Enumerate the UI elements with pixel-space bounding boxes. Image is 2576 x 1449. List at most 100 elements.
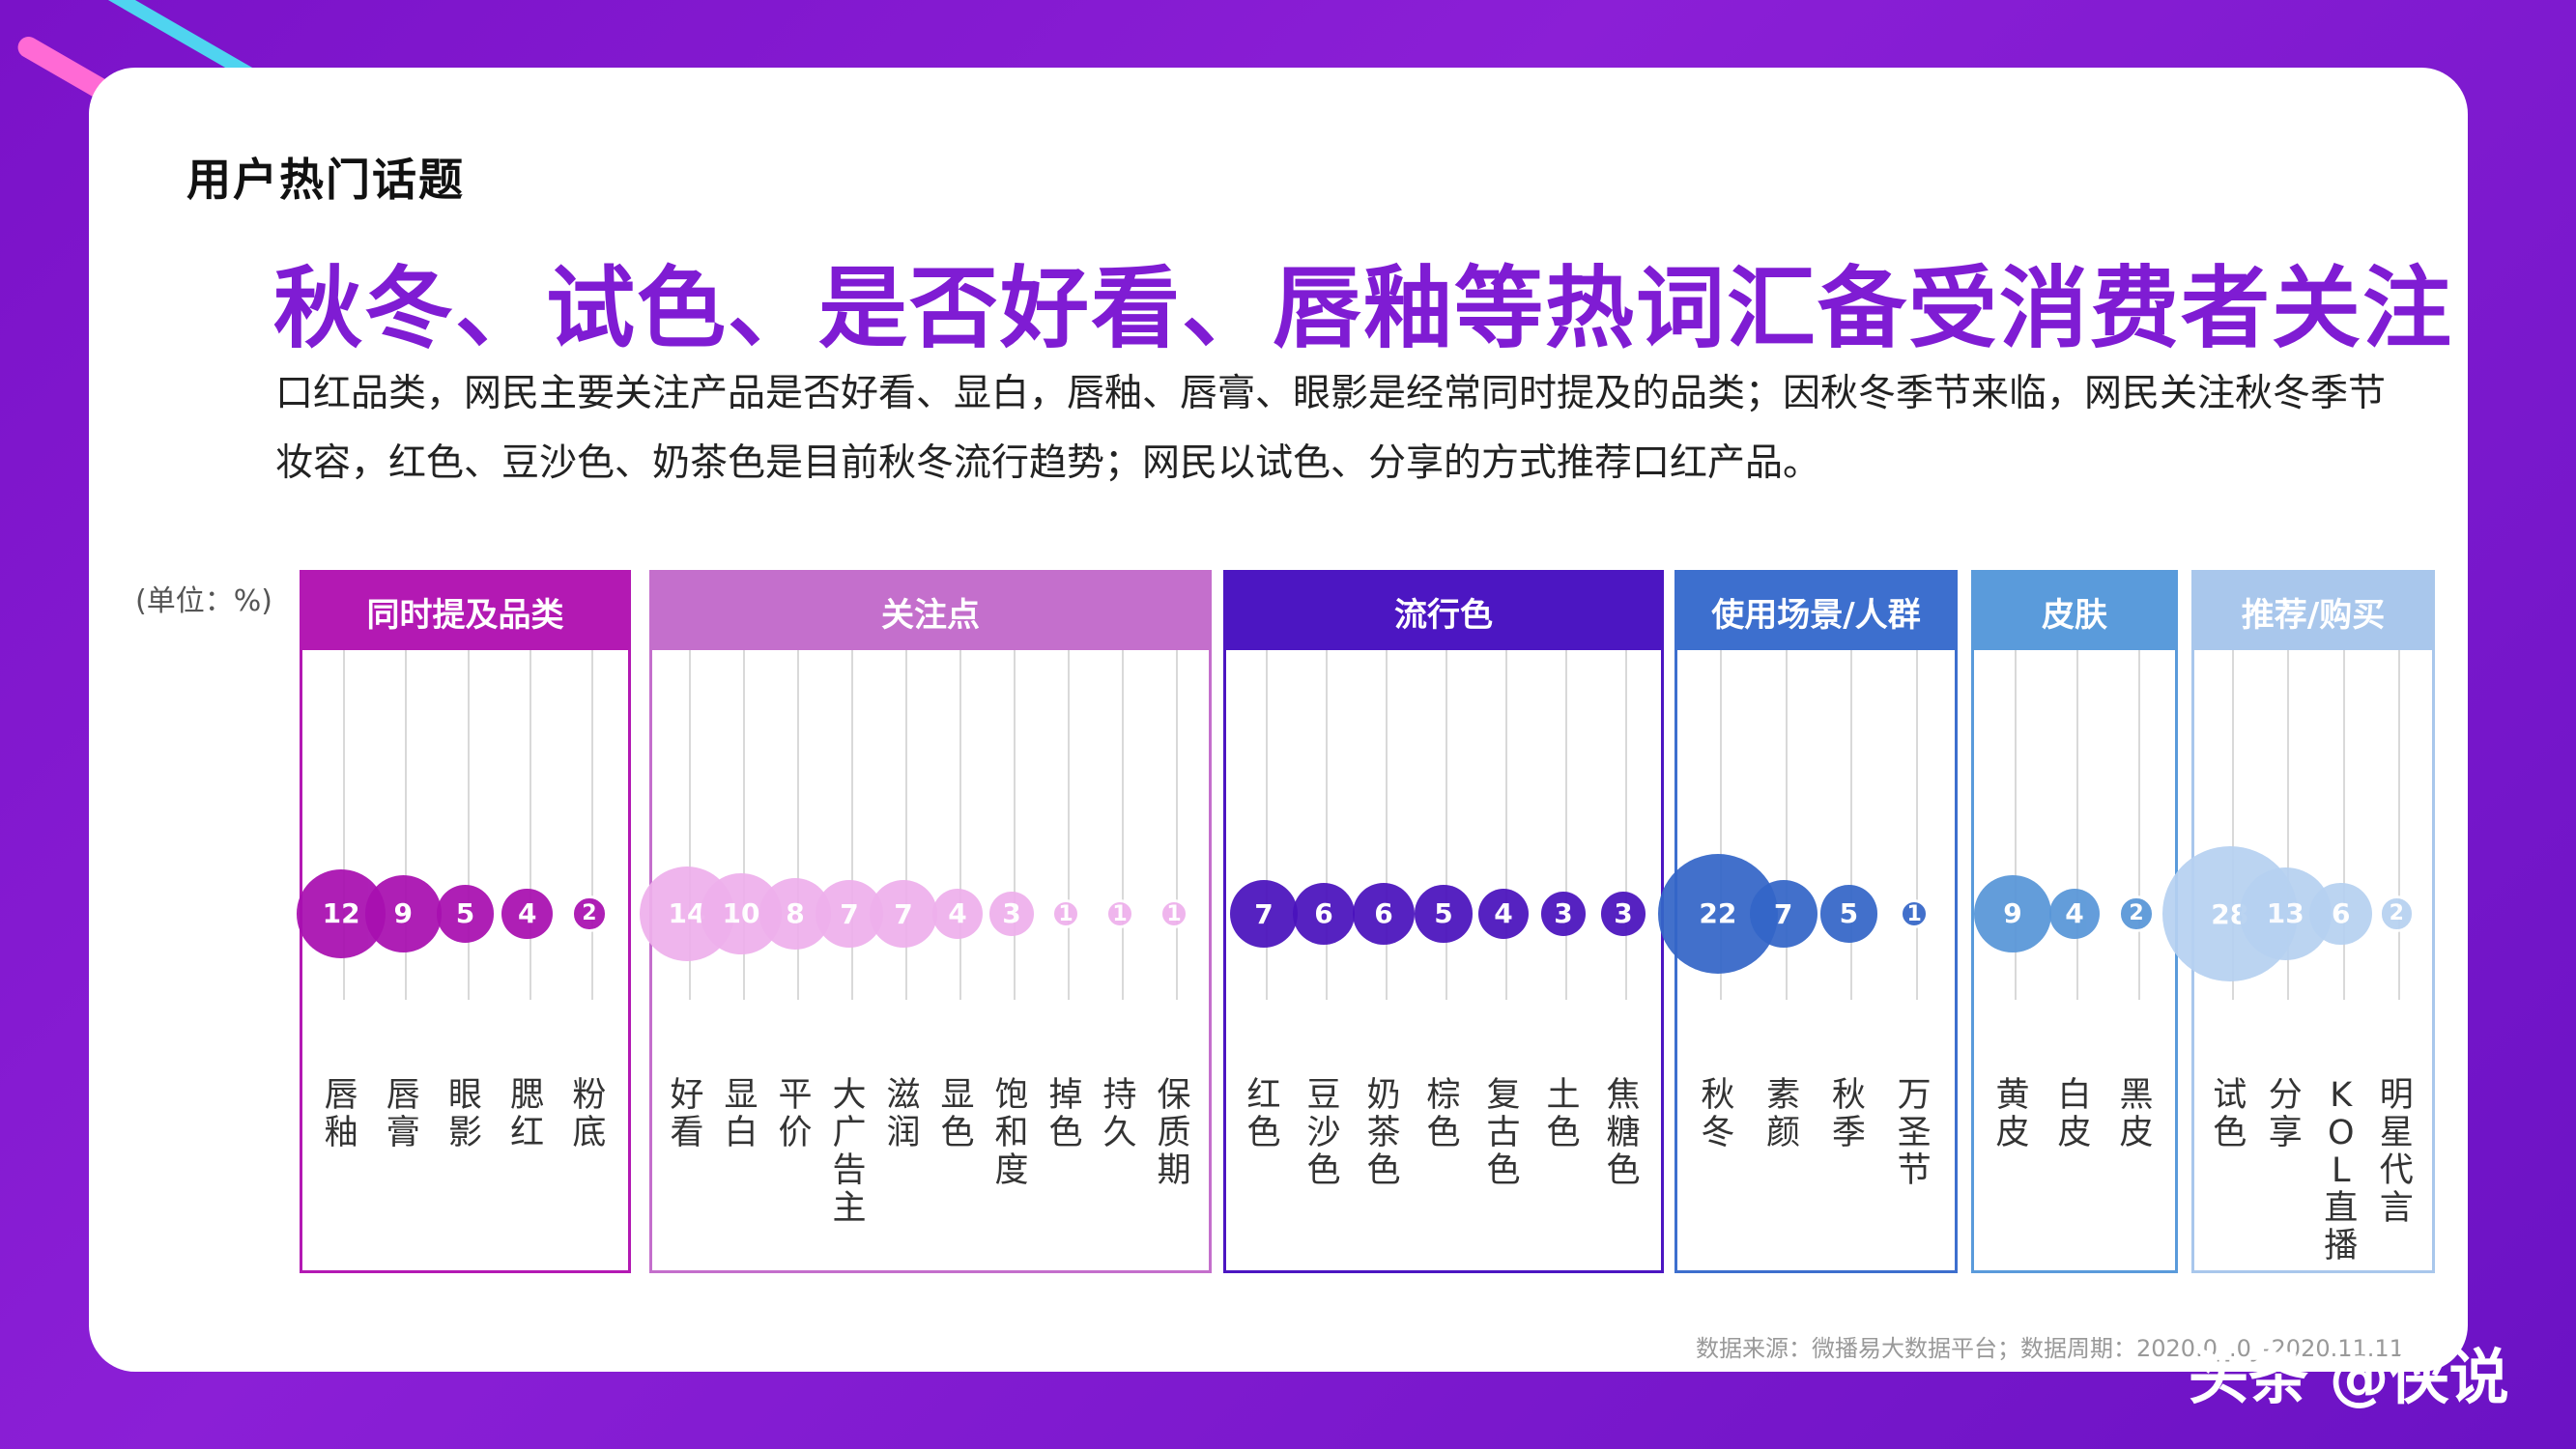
panel-title: 流行色	[1226, 573, 1661, 650]
category-label: 好看	[670, 1076, 704, 1152]
panel-title: 使用场景/人群	[1677, 573, 1955, 650]
bubble: 1	[1900, 899, 1930, 928]
bubble: 3	[989, 892, 1034, 936]
category-label: 秋冬	[1701, 1076, 1735, 1152]
bubble: 5	[1819, 885, 1877, 943]
headline: 秋冬、试色、是否好看、唇釉等热词汇备受消费者关注	[273, 257, 2454, 360]
grid-line	[1176, 650, 1178, 1000]
category-label: 试色	[2213, 1076, 2247, 1152]
grid-line	[1326, 650, 1328, 1000]
panel-1: 关注点	[649, 570, 1212, 1273]
panel-title: 皮肤	[1974, 573, 2175, 650]
category-label: 土色	[1546, 1076, 1581, 1152]
grid-line	[1122, 650, 1124, 1000]
bubble: 9	[364, 875, 442, 952]
bubble: 3	[1601, 892, 1646, 936]
bubble: 12	[297, 869, 386, 958]
category-label: 黑皮	[2119, 1076, 2154, 1152]
grid-line	[1014, 650, 1016, 1000]
bubble: 4	[501, 888, 554, 940]
category-label: 白皮	[2057, 1076, 2092, 1152]
bubble: 2	[2378, 895, 2415, 932]
data-source: 数据来源：微播易大数据平台；数据周期：2020.0_.0_-2020.11.11	[1696, 1335, 2404, 1362]
grid-line	[2231, 650, 2234, 1000]
bubble: 4	[931, 888, 984, 940]
category-label: 腮红	[510, 1076, 545, 1152]
unit-label: (单位：%)	[135, 584, 272, 618]
grid-line	[743, 650, 745, 1000]
grid-line	[343, 650, 346, 1000]
grid-line	[1719, 650, 1722, 1000]
bubble: 7	[870, 880, 937, 948]
grid-line	[2287, 650, 2290, 1000]
grid-line	[405, 650, 408, 1000]
grid-line	[2342, 650, 2345, 1000]
category-label: 唇膏	[386, 1076, 420, 1152]
grid-line	[1850, 650, 1853, 1000]
bubble: 2	[571, 895, 608, 932]
content-card	[89, 68, 2468, 1372]
grid-line	[959, 650, 961, 1000]
category-label: 粉底	[572, 1076, 607, 1152]
grid-line	[1785, 650, 1788, 1000]
category-label: 滋润	[886, 1076, 921, 1152]
grid-line	[1505, 650, 1507, 1000]
grid-line	[1565, 650, 1567, 1000]
grid-line	[1916, 650, 1919, 1000]
grid-line	[529, 650, 531, 1000]
grid-line	[797, 650, 799, 1000]
bubble: 6	[1352, 882, 1416, 946]
category-label: 素颜	[1766, 1076, 1801, 1152]
panel-3: 使用场景/人群	[1674, 570, 1958, 1273]
category-label: 保质期	[1157, 1076, 1191, 1190]
category-label: 奶茶色	[1366, 1076, 1401, 1190]
category-label: 分享	[2268, 1076, 2303, 1152]
category-label: 显白	[724, 1076, 758, 1152]
description: 口红品类，网民主要关注产品是否好看、显白，唇釉、唇膏、眼影是经常同时提及的品类；…	[275, 372, 2387, 485]
bubble: 2	[2118, 895, 2155, 932]
category-label: 掉色	[1048, 1076, 1083, 1152]
grid-line	[851, 650, 853, 1000]
panel-title: 关注点	[652, 573, 1209, 650]
bubble: 1	[1051, 899, 1080, 928]
bubble: 7	[1749, 880, 1818, 948]
bubble: 6	[2309, 882, 2373, 946]
grid-line	[1625, 650, 1627, 1000]
watermark: 头条 @侠说	[2189, 1342, 2509, 1412]
grid-line	[1386, 650, 1388, 1000]
section-title: 用户热门话题	[186, 154, 465, 206]
category-label: 焦糖色	[1606, 1076, 1641, 1190]
category-label: 复古色	[1486, 1076, 1521, 1190]
bubble: 3	[1541, 892, 1586, 936]
grid-line	[590, 650, 593, 1000]
grid-line	[2398, 650, 2401, 1000]
bubble: 6	[1292, 882, 1356, 946]
grid-line	[1266, 650, 1268, 1000]
category-label: 眼影	[447, 1076, 482, 1152]
category-label: KOL直播	[2324, 1076, 2359, 1265]
category-label: 大广告主	[832, 1076, 867, 1228]
grid-line	[2015, 650, 2017, 1000]
bubble: 1	[1105, 899, 1134, 928]
category-label: 万圣节	[1897, 1076, 1932, 1190]
bubble: 9	[1974, 875, 2051, 952]
category-label: 唇釉	[324, 1076, 358, 1152]
bubble: 4	[1477, 888, 1530, 940]
panel-title: 同时提及品类	[302, 573, 628, 650]
category-label: 豆沙色	[1306, 1076, 1341, 1190]
grid-line	[2138, 650, 2140, 1000]
grid-line	[1068, 650, 1070, 1000]
grid-line	[1445, 650, 1447, 1000]
category-label: 持久	[1102, 1076, 1137, 1152]
bubble: 7	[1230, 880, 1298, 948]
category-label: 红色	[1246, 1076, 1281, 1152]
grid-line	[467, 650, 470, 1000]
grid-line	[905, 650, 907, 1000]
category-label: 秋季	[1831, 1076, 1866, 1152]
grid-line	[689, 650, 691, 1000]
panel-4: 皮肤	[1971, 570, 2178, 1273]
category-label: 明星代言	[2379, 1076, 2414, 1228]
bubble: 5	[1415, 885, 1473, 943]
grid-line	[2076, 650, 2078, 1000]
category-label: 显色	[940, 1076, 975, 1152]
